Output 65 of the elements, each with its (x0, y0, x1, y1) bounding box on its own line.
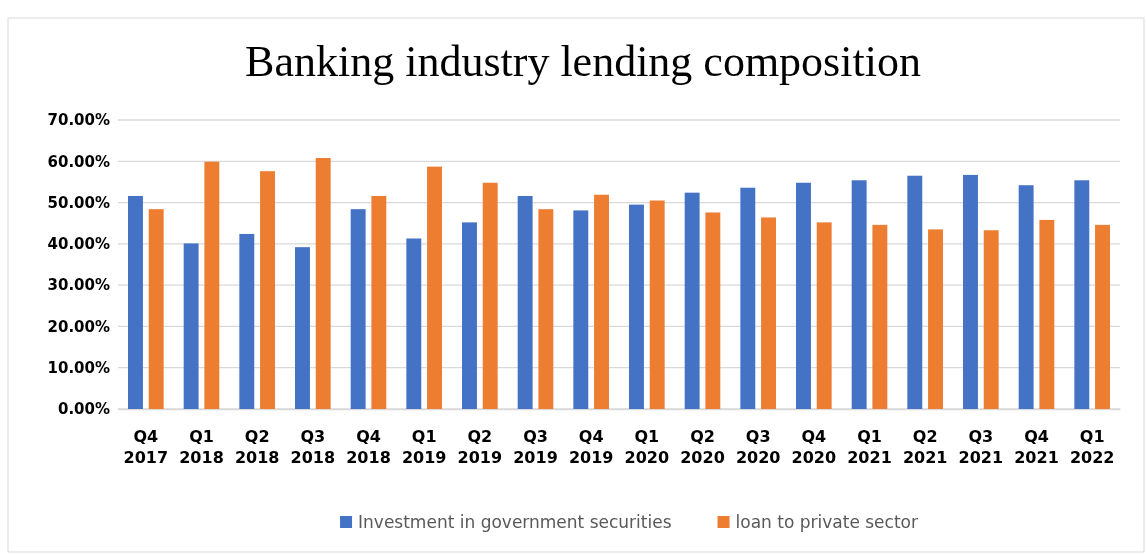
bar (517, 195, 533, 409)
y-tick-label: 10.00% (47, 359, 110, 378)
bar (1018, 185, 1034, 409)
bar (406, 238, 422, 409)
chart-title: Banking industry lending composition (245, 37, 921, 86)
legend-label: Investment in government securities (358, 512, 672, 532)
x-tick-label: Q4 2019 (568, 427, 614, 468)
bar (816, 222, 832, 409)
bar (1095, 224, 1110, 409)
x-tick-label: Q2 2018 (234, 427, 280, 468)
bar (983, 230, 999, 409)
bar (350, 209, 366, 409)
bar (649, 200, 665, 409)
bar (427, 166, 442, 409)
bar (629, 204, 644, 409)
bar (796, 182, 811, 409)
y-tick-label: 50.00% (47, 193, 110, 212)
x-tick-label: Q1 2022 (1069, 427, 1115, 468)
bar (594, 194, 609, 409)
y-tick-label: 0.00% (57, 400, 110, 419)
bar (204, 161, 220, 409)
x-tick-label: Q3 2018 (290, 427, 336, 468)
x-tick-label: Q1 2019 (401, 427, 447, 468)
x-tick-label: Q4 2021 (1014, 427, 1059, 468)
bar (907, 175, 923, 409)
bar (872, 224, 888, 409)
bar (128, 195, 143, 409)
x-tick-label: Q4 2020 (791, 427, 837, 468)
x-tick-label: Q2 2019 (457, 427, 503, 468)
x-tick-label: Q1 2018 (179, 427, 224, 468)
bar (260, 171, 275, 409)
x-tick-label: Q3 2021 (958, 427, 1004, 468)
x-tick-label: Q3 2019 (513, 427, 558, 468)
bar (740, 187, 756, 409)
y-tick-label: 60.00% (47, 152, 110, 171)
x-tick-label: Q2 2021 (902, 427, 948, 468)
x-tick-label: Q4 2017 (123, 427, 169, 468)
y-tick-label: 30.00% (47, 276, 110, 295)
x-tick-label: Q1 2021 (847, 427, 892, 468)
bar (183, 243, 199, 409)
bar (295, 247, 310, 409)
x-tick-label: Q2 2020 (680, 427, 725, 468)
y-tick-label: 20.00% (47, 317, 110, 336)
x-tick-label: Q1 2020 (624, 427, 670, 468)
bar (538, 209, 554, 409)
bar (371, 195, 387, 409)
bar (963, 174, 978, 409)
legend-label: loan to private sector (735, 512, 918, 532)
x-tick-label: Q4 2018 (346, 427, 391, 468)
bar (462, 222, 477, 409)
bar (148, 209, 164, 409)
bar (761, 217, 776, 409)
bar (851, 180, 867, 409)
bar (482, 182, 498, 409)
bar (573, 210, 589, 409)
bar (684, 192, 700, 409)
bar (705, 212, 721, 409)
bar (928, 229, 943, 409)
y-tick-label: 40.00% (47, 235, 110, 254)
x-tick-label: Q3 2020 (735, 427, 781, 468)
bar (239, 233, 255, 409)
bar (1074, 180, 1090, 409)
bar (1039, 219, 1055, 409)
y-tick-label: 70.00% (47, 111, 110, 130)
bar (315, 157, 331, 409)
